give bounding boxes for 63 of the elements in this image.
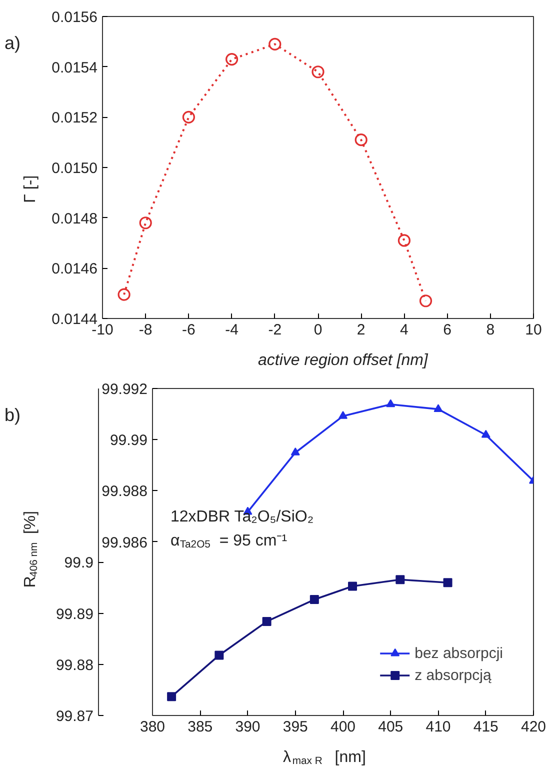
legend-label: z absorpcją [414, 666, 492, 684]
x-tick-label: 380 [140, 718, 166, 736]
x-tick-label: -8 [138, 322, 152, 338]
x-tick-label: 4 [400, 322, 408, 338]
x-tick-label: 415 [473, 718, 498, 736]
y2-tick-label: 99.99 [110, 432, 148, 450]
point [139, 216, 152, 230]
x-tick-label: 385 [188, 718, 213, 736]
point [268, 38, 282, 50]
point [443, 578, 452, 588]
x-tick-label: -2 [268, 322, 282, 338]
point [290, 448, 300, 456]
x-tick-label: -4 [225, 322, 238, 338]
point [434, 404, 443, 412]
x-tick-label: 0 [314, 322, 322, 338]
x-tick-label: 405 [378, 718, 404, 736]
x-tick-label: -6 [182, 322, 196, 338]
y-axis-title: Γ [-] [22, 175, 39, 203]
y-tick-label: 99.87 [56, 708, 94, 725]
point [118, 288, 130, 301]
y-tick-label: 0.0148 [52, 210, 98, 228]
x-tick-label: 410 [426, 718, 451, 736]
point [348, 582, 358, 591]
x-tick-label: 400 [330, 718, 356, 736]
text: a) [4, 32, 21, 53]
point [182, 110, 195, 124]
x-tick-label: 2 [356, 322, 366, 338]
y2-tick-label: 99.988 [102, 483, 148, 500]
point [312, 66, 324, 78]
x-tick-label: 395 [282, 718, 308, 736]
point [481, 430, 490, 438]
point [262, 616, 272, 626]
annotation: 12xDBR Ta₂O₅/SiO₂ [170, 508, 314, 526]
y-tick-label: 99.89 [56, 606, 94, 623]
y2-tick-label: 99.986 [102, 534, 148, 552]
y2-tick-label: 99.992 [102, 381, 148, 398]
x-tick-label: 10 [525, 322, 542, 338]
point [338, 410, 348, 419]
y-tick-label: 0.0154 [52, 59, 98, 76]
point [398, 234, 410, 247]
y-axis-title: R406 nm [%] [22, 510, 40, 588]
point [310, 595, 319, 604]
point [396, 575, 405, 584]
x-tick-label: 8 [486, 322, 495, 338]
point [226, 52, 238, 66]
y-tick-label: 0.0146 [52, 260, 98, 278]
point [386, 399, 396, 408]
y-tick-label: 99.88 [56, 656, 94, 674]
point [419, 294, 432, 308]
y-tick-label: 0.0156 [52, 9, 98, 26]
x-tick-label: 420 [520, 718, 546, 736]
text: b) [4, 405, 21, 426]
point [214, 650, 224, 660]
x-axis-title: active region offset [nm] [258, 352, 428, 369]
y-tick-label: 0.0152 [52, 110, 98, 127]
x-tick-label: 390 [235, 718, 260, 736]
point [354, 134, 368, 146]
x-tick-label: 6 [443, 322, 452, 338]
y-tick-label: 0.0144 [52, 311, 98, 328]
y-tick-label: 99.9 [64, 554, 94, 572]
point [167, 692, 176, 702]
y-tick-label: 0.0150 [52, 160, 98, 177]
legend-label: bez absorpcji [414, 644, 503, 662]
